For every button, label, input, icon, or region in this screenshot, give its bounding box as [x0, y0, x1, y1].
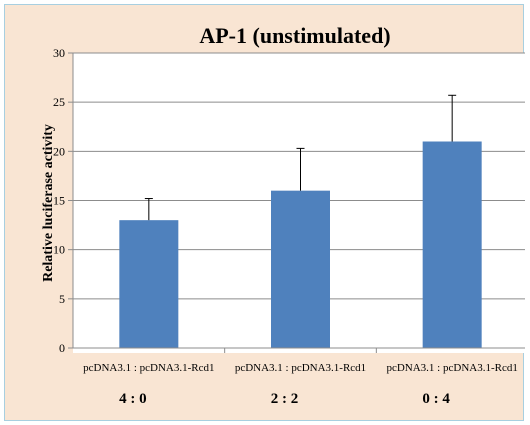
bar-1 [119, 220, 179, 348]
y-tick-label-15: 15 [53, 194, 65, 208]
category-ratio-2: 2 : 2 [271, 391, 299, 407]
category-label-3: pcDNA3.1 : pcDNA3.1-Rcd1 [386, 362, 517, 374]
y-tick-label-10: 10 [53, 243, 65, 257]
category-ratio-3: 0 : 4 [422, 391, 450, 407]
category-ratio-1: 4 : 0 [119, 391, 147, 407]
y-tick-label-0: 0 [59, 341, 65, 355]
bar-chart: 0 5 10 15 20 25 30 pcDNA3.1 : pcDNA3.1-Rcd1 4 : … [41, 23, 525, 407]
category-label-1: pcDNA3.1 : pcDNA3.1-Rcd1 [83, 362, 214, 374]
category-label-2: pcDNA3.1 : pcDNA3.1-Rcd1 [235, 362, 366, 374]
y-tick-label-5: 5 [59, 292, 65, 306]
bars [119, 141, 482, 348]
axes [68, 52, 525, 353]
y-axis-label: Relative luciferase activity [41, 124, 56, 282]
chart-frame: 0 5 10 15 20 25 30 pcDNA3.1 : pcDNA3.1-Rcd1 4 : … [4, 4, 528, 421]
y-tick-label-25: 25 [53, 95, 65, 109]
error-bars [144, 94, 457, 221]
chart-title: AP-1 (unstimulated) [199, 23, 390, 48]
bar-2 [271, 190, 330, 348]
bar-3 [422, 141, 482, 348]
axis-labels: 0 5 10 15 20 25 30 pcDNA3.1 : pcDNA3.1-Rcd1 4 : … [53, 46, 518, 407]
y-tick-label-30: 30 [53, 46, 65, 60]
y-tick-label-20: 20 [53, 144, 65, 158]
